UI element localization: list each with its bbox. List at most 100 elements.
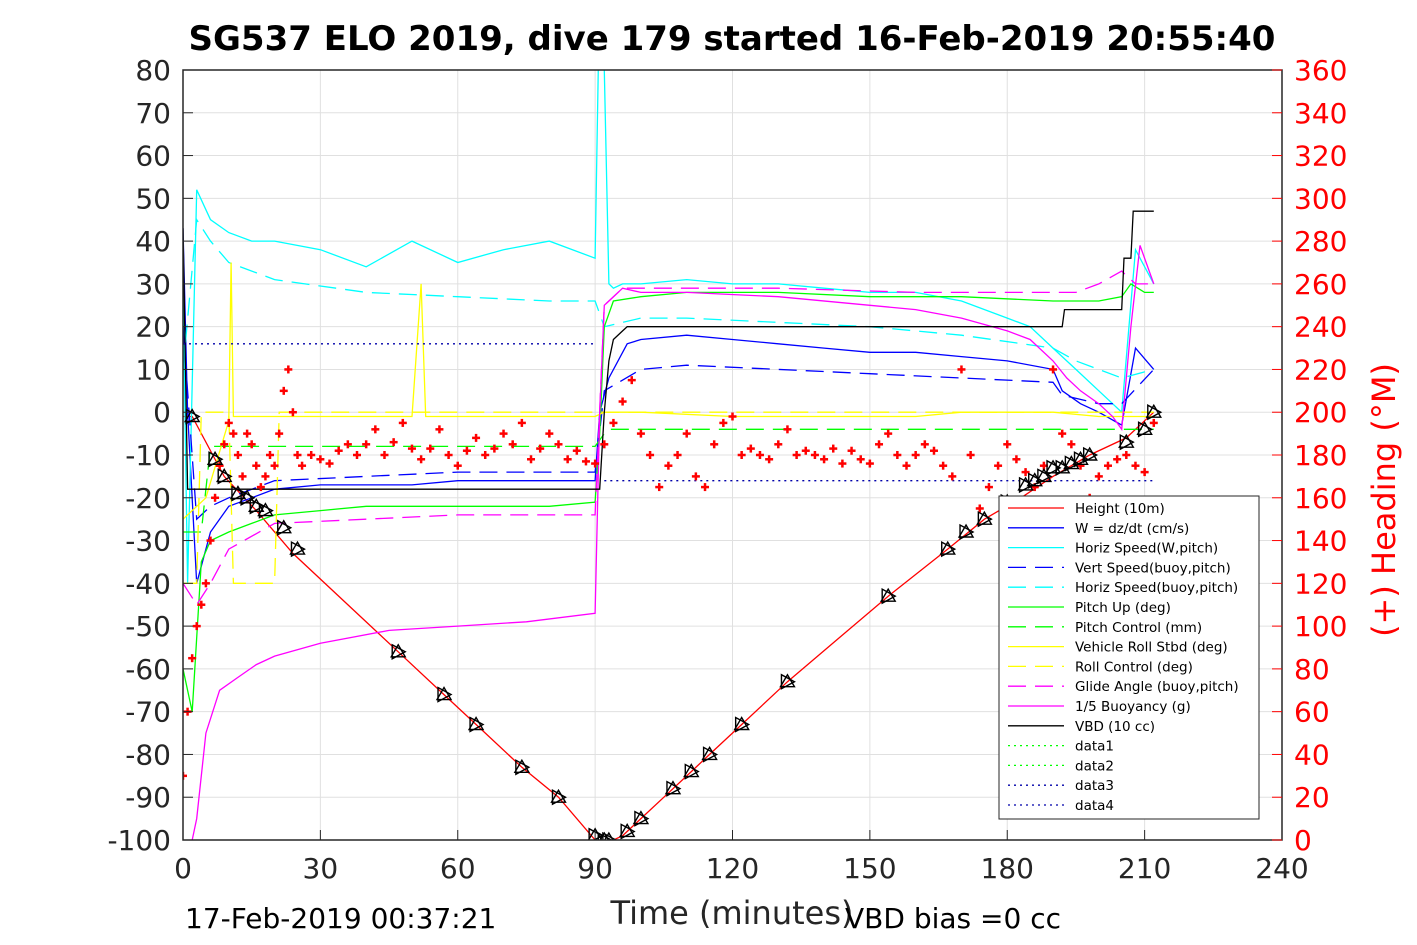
heading-point [1021,468,1030,477]
heading-point [275,429,284,438]
y2-tick-label: 20 [1294,781,1330,814]
heading-point [618,397,627,406]
heading-point [325,459,334,468]
y2-tick-label: 320 [1294,140,1347,173]
heading-point [572,446,581,455]
chart-title: SG537 ELO 2019, dive 179 started 16-Feb-… [189,19,1276,59]
x-tick-label: 30 [303,852,339,885]
direction-marker [206,450,224,468]
y-tick-label: -60 [125,653,171,686]
heading-point [279,386,288,395]
heading-point [1094,472,1103,481]
heading-point [353,451,362,459]
heading-point [636,429,645,438]
direction-marker [939,540,957,558]
y2-tick-label: 60 [1294,696,1330,729]
heading-point [201,579,210,588]
heading-point [591,459,600,468]
y2-tick-label: 80 [1294,653,1330,686]
heading-point [838,459,847,468]
heading-point [810,451,819,459]
heading-point [655,483,664,492]
direction-marker [632,810,650,827]
y-tick-labels: 80 70 60 50 40 30 20 10 0 -10 -20 -30 -40 -50 -60 -70 -8… [107,54,193,857]
series-line-8 [183,411,1154,584]
legend-label: Pitch Control (mm) [1075,620,1202,636]
heading-point [1049,365,1058,374]
heading-point [211,493,220,502]
x-tick-label: 180 [981,852,1034,885]
legend-label: data2 [1075,758,1114,774]
heading-point [929,446,938,455]
direction-marker [701,746,719,763]
heading-point [783,425,792,434]
y-tick-label: 10 [135,353,171,386]
heading-point [527,455,536,464]
legend-label: Pitch Up (deg) [1075,600,1171,616]
heading-point [1003,440,1012,449]
heading-point [701,483,710,492]
series-line-1 [183,228,1155,584]
heading-point [472,433,481,442]
heading-point [893,451,902,459]
heading-point [238,472,247,481]
x-tick-label: 0 [174,852,192,885]
direction-marker [683,763,700,780]
x-tick-label: 120 [706,852,759,885]
heading-point [481,451,490,459]
y2-axis-label: (+) Heading (°M) [1365,363,1403,637]
legend-label: Vehicle Roll Stbd (deg) [1075,640,1228,656]
direction-marker [435,686,453,703]
heading-point [847,446,856,455]
heading-point [801,446,810,455]
legend-label: 1/5 Buoyancy (g) [1075,699,1191,715]
heading-point [220,440,229,449]
direction-marker [733,716,751,733]
heading-point [407,444,416,453]
heading-point [948,472,957,481]
direction-marker [602,831,618,840]
heading-point [389,438,398,447]
series-line-10 [191,245,1155,840]
heading-point [371,425,380,434]
direction-marker [957,523,975,541]
heading-point [737,451,746,459]
heading-point [710,440,719,449]
heading-point [536,444,545,453]
direction-marker [1145,403,1163,421]
heading-point [334,446,343,455]
heading-point [266,451,275,459]
direction-marker [467,716,485,733]
y-tick-label: 70 [135,97,171,130]
y-tick-label: -90 [125,781,171,814]
y-tick-label: -80 [125,738,171,771]
heading-point [884,429,893,438]
heading-point [1103,461,1112,470]
y2-tick-label: 0 [1294,824,1312,857]
direction-marker [513,758,531,776]
legend-label: data4 [1075,798,1114,814]
series-line-5 [183,283,1154,712]
legend-label: Vert Speed(buoy,pitch) [1075,560,1231,576]
y2-tick-label: 100 [1294,610,1347,643]
heading-point [508,440,517,449]
heading-point [224,418,233,427]
heading-point [1067,440,1076,449]
direction-marker [1081,446,1099,464]
heading-point [247,440,256,449]
heading-point [362,440,371,449]
heading-point [417,455,426,464]
heading-point [774,440,783,449]
y2-tick-label: 200 [1294,396,1347,429]
legend-label: Horiz Speed(W,pitch) [1075,541,1218,557]
direction-marker [879,587,897,605]
y2-tick-label: 340 [1294,97,1347,130]
legend-entries: Height (10m) W = dz/dt (cm/s) Horiz Speed(… [1008,501,1239,814]
y-tick-label: 0 [153,396,171,429]
heading-point [284,365,293,374]
direction-marker [550,788,567,806]
y2-tick-label: 240 [1294,311,1347,344]
y-tick-label: -50 [125,610,171,643]
heading-point [490,444,499,453]
